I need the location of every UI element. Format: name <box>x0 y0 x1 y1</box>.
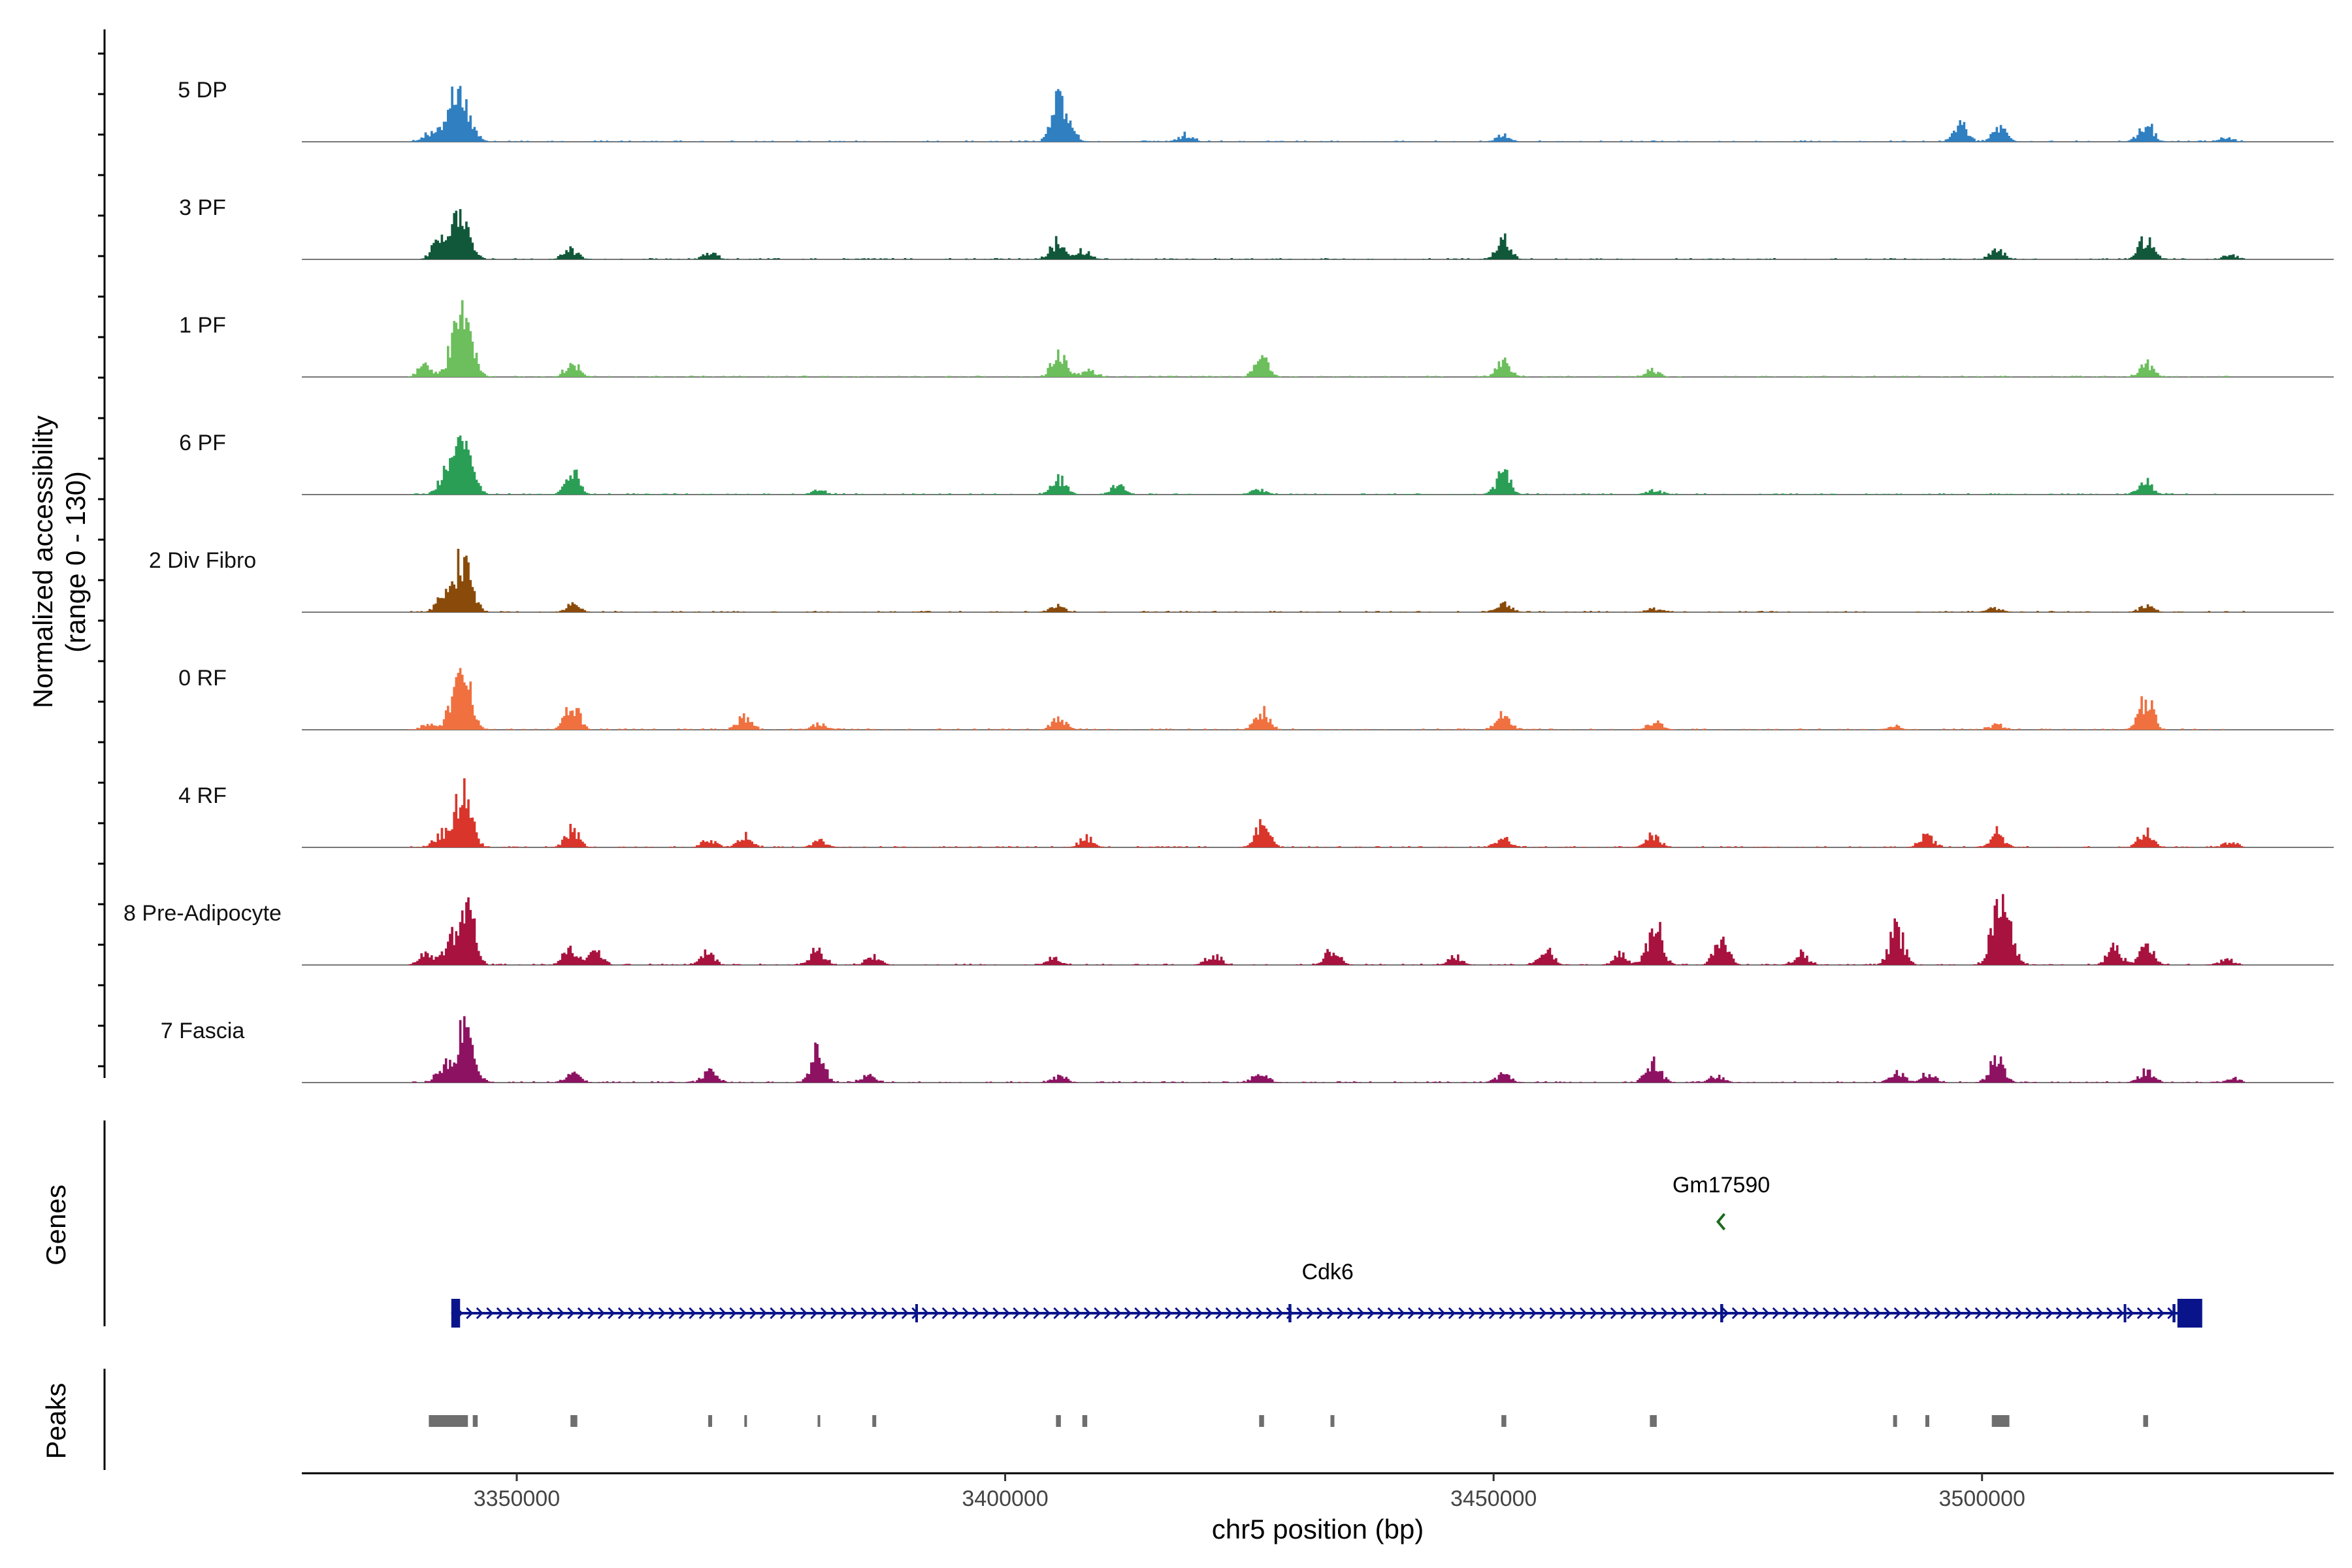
peaks-panel-label: Peaks <box>41 1383 71 1460</box>
coverage-signal <box>420 209 2246 259</box>
peak-regions <box>429 1415 2148 1427</box>
track-label: 1 PF <box>179 313 226 338</box>
track-5-dp: 5 DP <box>178 78 2334 142</box>
strand-chevrons <box>455 1307 2185 1320</box>
x-axis: 3350000 3400000 3450000 3500000 chr5 positi… <box>302 1472 2334 1544</box>
coverage-y-axis <box>98 29 106 1078</box>
track-2-div-fibro: 2 Div Fibro <box>149 548 2334 613</box>
gene-cdk6: Cdk6 <box>451 1260 2202 1328</box>
y-axis-title-line2: (range 0 - 130) <box>60 471 91 653</box>
gene-strand-mark <box>1716 1213 1726 1231</box>
peak-region <box>1893 1415 1897 1427</box>
gene-models: Cdk6 Gm17590 <box>451 1173 2202 1328</box>
track-7-fascia: 7 Fascia <box>161 1016 2334 1083</box>
peak-region <box>1056 1415 1061 1427</box>
track-1-pf: 1 PF <box>179 300 2334 378</box>
track-label: 8 Pre-Adipocyte <box>123 901 282 926</box>
peak-region <box>1991 1415 2010 1427</box>
track-label: 4 RF <box>178 783 227 808</box>
exon <box>915 1304 918 1322</box>
track-4-rf: 4 RF <box>178 778 2334 848</box>
gene-label: Cdk6 <box>1301 1260 1353 1284</box>
x-axis-title: chr5 position (bp) <box>1212 1514 1424 1544</box>
peak-region <box>1330 1415 1335 1427</box>
exon <box>451 1299 461 1328</box>
gene-panel: Genes Cdk6 Gm17590 <box>41 1120 2202 1328</box>
peak-region <box>817 1415 821 1427</box>
coverage-signal <box>410 549 2246 612</box>
coverage-signal <box>412 435 2239 495</box>
exon <box>1720 1304 1723 1322</box>
x-tick-label: 3400000 <box>962 1486 1048 1511</box>
peak-region <box>1925 1415 1929 1427</box>
coverage-signal <box>408 300 2229 377</box>
x-ticks: 3350000 3400000 3450000 3500000 <box>474 1473 2025 1511</box>
y-axis-title-line1: Normalized accessibility <box>27 416 58 708</box>
peak-region <box>1082 1415 1088 1427</box>
peak-region <box>1501 1415 1507 1427</box>
track-label: 3 PF <box>179 195 226 220</box>
track-label: 7 Fascia <box>161 1019 245 1043</box>
coverage-signal <box>412 1016 2246 1083</box>
track-label: 6 PF <box>179 431 226 455</box>
peak-region <box>2143 1415 2148 1427</box>
peak-region <box>1259 1415 1264 1427</box>
peak-region <box>570 1415 578 1427</box>
peak-region <box>429 1415 468 1427</box>
exon <box>2177 1299 2202 1328</box>
track-label: 5 DP <box>178 78 227 103</box>
coverage-signal <box>408 668 2225 730</box>
x-tick-label: 3350000 <box>474 1486 560 1511</box>
track-label: 2 Div Fibro <box>149 548 256 573</box>
x-tick-label: 3500000 <box>1939 1486 2025 1511</box>
track-label: 0 RF <box>178 666 227 691</box>
peak-region <box>872 1415 877 1427</box>
peak-region <box>744 1415 747 1427</box>
track-0-rf: 0 RF <box>178 666 2334 730</box>
exon <box>2172 1304 2176 1322</box>
peak-region <box>1650 1415 1657 1427</box>
coverage-signal <box>410 86 2246 142</box>
coverage-signal <box>408 894 2243 965</box>
track-3-pf: 3 PF <box>179 195 2334 260</box>
peak-region <box>472 1415 478 1427</box>
y-axis-title: Normalized accessibility (range 0 - 130) <box>27 416 91 708</box>
gene-label: Gm17590 <box>1673 1173 1770 1198</box>
peak-region <box>708 1415 712 1427</box>
coverage-signal <box>410 778 2246 847</box>
gene-gm17590: Gm17590 <box>1673 1173 1770 1231</box>
exon <box>2123 1304 2127 1322</box>
coverage-tracks: 5 DP 3 PF 1 PF 6 PF 2 Div Fibro 0 RF 4 RF 8 Pre… <box>123 78 2334 1083</box>
genes-panel-label: Genes <box>41 1184 71 1266</box>
x-tick-label: 3450000 <box>1450 1486 1537 1511</box>
track-6-pf: 6 PF <box>179 431 2334 495</box>
exon <box>1288 1304 1292 1322</box>
peak-panel: Peaks <box>41 1369 2148 1470</box>
track-8-pre-adipocyte: 8 Pre-Adipocyte <box>123 894 2334 966</box>
